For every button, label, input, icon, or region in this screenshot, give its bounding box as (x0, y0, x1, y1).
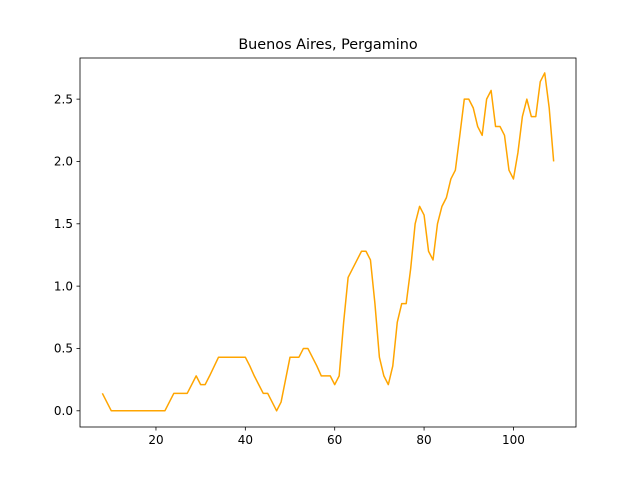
y-tick-label: 0.5 (54, 342, 73, 356)
plot-area (101, 72, 555, 412)
chart-title: Buenos Aires, Pergamino (238, 37, 418, 53)
x-tick-label: 100 (502, 433, 525, 447)
y-axis: 0.0 0.5 1.0 1.5 2.0 2.5 (54, 92, 80, 418)
series-line-0 (101, 72, 555, 412)
y-tick-label: 2.5 (54, 92, 73, 106)
x-tick-label: 80 (416, 433, 431, 447)
y-tick-label: 0.0 (54, 404, 73, 418)
x-tick-label: 40 (238, 433, 253, 447)
plot-frame (79, 57, 577, 428)
x-axis: 20 40 60 80 100 (148, 427, 525, 447)
y-tick-label: 2.0 (54, 155, 73, 169)
y-tick-label: 1.5 (54, 217, 73, 231)
y-tick-label: 1.0 (54, 279, 73, 293)
x-tick-label: 60 (327, 433, 342, 447)
x-tick-label: 20 (148, 433, 163, 447)
